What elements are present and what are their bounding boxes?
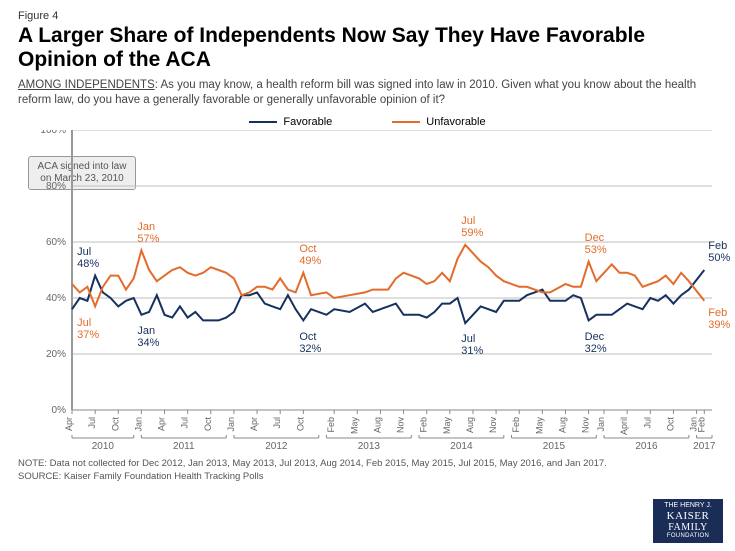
svg-text:2013: 2013 bbox=[358, 441, 381, 450]
svg-text:Jul: Jul bbox=[87, 417, 97, 429]
datapoint-label: Jan34% bbox=[137, 325, 159, 349]
svg-text:Oct: Oct bbox=[203, 417, 213, 432]
svg-text:Jul: Jul bbox=[642, 417, 652, 429]
datapoint-label: Jul48% bbox=[77, 246, 99, 270]
line-chart: 0% 20% 40% 60% 80% 100% Apr Jul Oct Jan Apr Jul Oct J… bbox=[22, 130, 717, 450]
datapoint-label: Jul59% bbox=[461, 215, 483, 239]
svg-text:Nov: Nov bbox=[396, 417, 406, 434]
svg-text:April: April bbox=[619, 417, 629, 435]
svg-text:2012: 2012 bbox=[265, 441, 288, 450]
datapoint-label: Jan57% bbox=[137, 221, 159, 245]
logo-line: FOUNDATION bbox=[655, 533, 721, 540]
svg-text:Feb: Feb bbox=[696, 417, 706, 433]
legend-swatch bbox=[249, 121, 277, 123]
svg-text:Jan: Jan bbox=[226, 417, 236, 432]
svg-text:Jan: Jan bbox=[133, 417, 143, 432]
datapoint-label: Oct32% bbox=[299, 331, 321, 355]
legend-item-unfavorable: Unfavorable bbox=[392, 116, 485, 128]
svg-text:Oct: Oct bbox=[110, 417, 120, 432]
legend-label: Favorable bbox=[283, 116, 332, 128]
svg-text:Jul: Jul bbox=[272, 417, 282, 429]
svg-text:Nov: Nov bbox=[581, 417, 591, 434]
legend-label: Unfavorable bbox=[426, 116, 485, 128]
svg-text:Apr: Apr bbox=[249, 417, 259, 431]
svg-text:2014: 2014 bbox=[450, 441, 473, 450]
svg-text:Aug: Aug bbox=[465, 417, 475, 433]
svg-text:Aug: Aug bbox=[557, 417, 567, 433]
svg-text:2010: 2010 bbox=[92, 441, 115, 450]
svg-text:Jul: Jul bbox=[180, 417, 190, 429]
svg-text:Apr: Apr bbox=[157, 417, 167, 431]
legend-swatch bbox=[392, 121, 420, 123]
svg-text:Feb: Feb bbox=[419, 417, 429, 433]
svg-text:2011: 2011 bbox=[173, 441, 195, 450]
datapoint-label: Jul31% bbox=[461, 333, 483, 357]
svg-text:2017: 2017 bbox=[693, 441, 716, 450]
logo-line: THE HENRY J. bbox=[655, 502, 721, 510]
svg-text:Feb: Feb bbox=[511, 417, 521, 433]
datapoint-label: Dec53% bbox=[585, 232, 607, 256]
note-text: NOTE: Data not collected for Dec 2012, J… bbox=[18, 458, 717, 470]
svg-text:20%: 20% bbox=[46, 349, 66, 360]
svg-text:Aug: Aug bbox=[372, 417, 382, 433]
legend: Favorable Unfavorable bbox=[18, 116, 717, 128]
svg-text:Apr: Apr bbox=[64, 417, 74, 431]
datapoint-label: Feb39% bbox=[708, 307, 730, 331]
legend-item-favorable: Favorable bbox=[249, 116, 332, 128]
datapoint-label: Jul37% bbox=[77, 317, 99, 341]
chart-svg: 0% 20% 40% 60% 80% 100% Apr Jul Oct Jan Apr Jul Oct J… bbox=[22, 130, 722, 450]
datapoint-label: Feb50% bbox=[708, 240, 730, 264]
svg-text:2016: 2016 bbox=[635, 441, 658, 450]
datapoint-label: Oct49% bbox=[299, 243, 321, 267]
source-text: SOURCE: Kaiser Family Foundation Health … bbox=[18, 471, 717, 483]
svg-text:40%: 40% bbox=[46, 293, 66, 304]
svg-text:Nov: Nov bbox=[488, 417, 498, 434]
svg-text:May: May bbox=[534, 417, 544, 435]
svg-text:0%: 0% bbox=[52, 405, 67, 416]
svg-text:May: May bbox=[442, 417, 452, 435]
svg-text:100%: 100% bbox=[40, 130, 66, 136]
svg-text:80%: 80% bbox=[46, 181, 66, 192]
figure-number: Figure 4 bbox=[18, 10, 717, 22]
svg-text:2015: 2015 bbox=[543, 441, 566, 450]
chart-title: A Larger Share of Independents Now Say T… bbox=[18, 24, 717, 72]
footnotes: NOTE: Data not collected for Dec 2012, J… bbox=[18, 458, 717, 483]
svg-text:60%: 60% bbox=[46, 237, 66, 248]
logo-line: FAMILY bbox=[655, 522, 721, 533]
datapoint-label: Dec32% bbox=[585, 331, 607, 355]
svg-text:Oct: Oct bbox=[295, 417, 305, 432]
svg-text:Feb: Feb bbox=[326, 417, 336, 433]
svg-text:Oct: Oct bbox=[665, 417, 675, 432]
logo-line: KAISER bbox=[655, 510, 721, 522]
svg-text:Jan: Jan bbox=[596, 417, 606, 432]
svg-text:May: May bbox=[349, 417, 359, 435]
kaiser-logo: THE HENRY J. KAISER FAMILY FOUNDATION bbox=[653, 499, 723, 543]
subtitle-question: AMONG INDEPENDENTS: As you may know, a h… bbox=[18, 78, 717, 108]
subtitle-lead: AMONG INDEPENDENTS bbox=[18, 79, 155, 91]
